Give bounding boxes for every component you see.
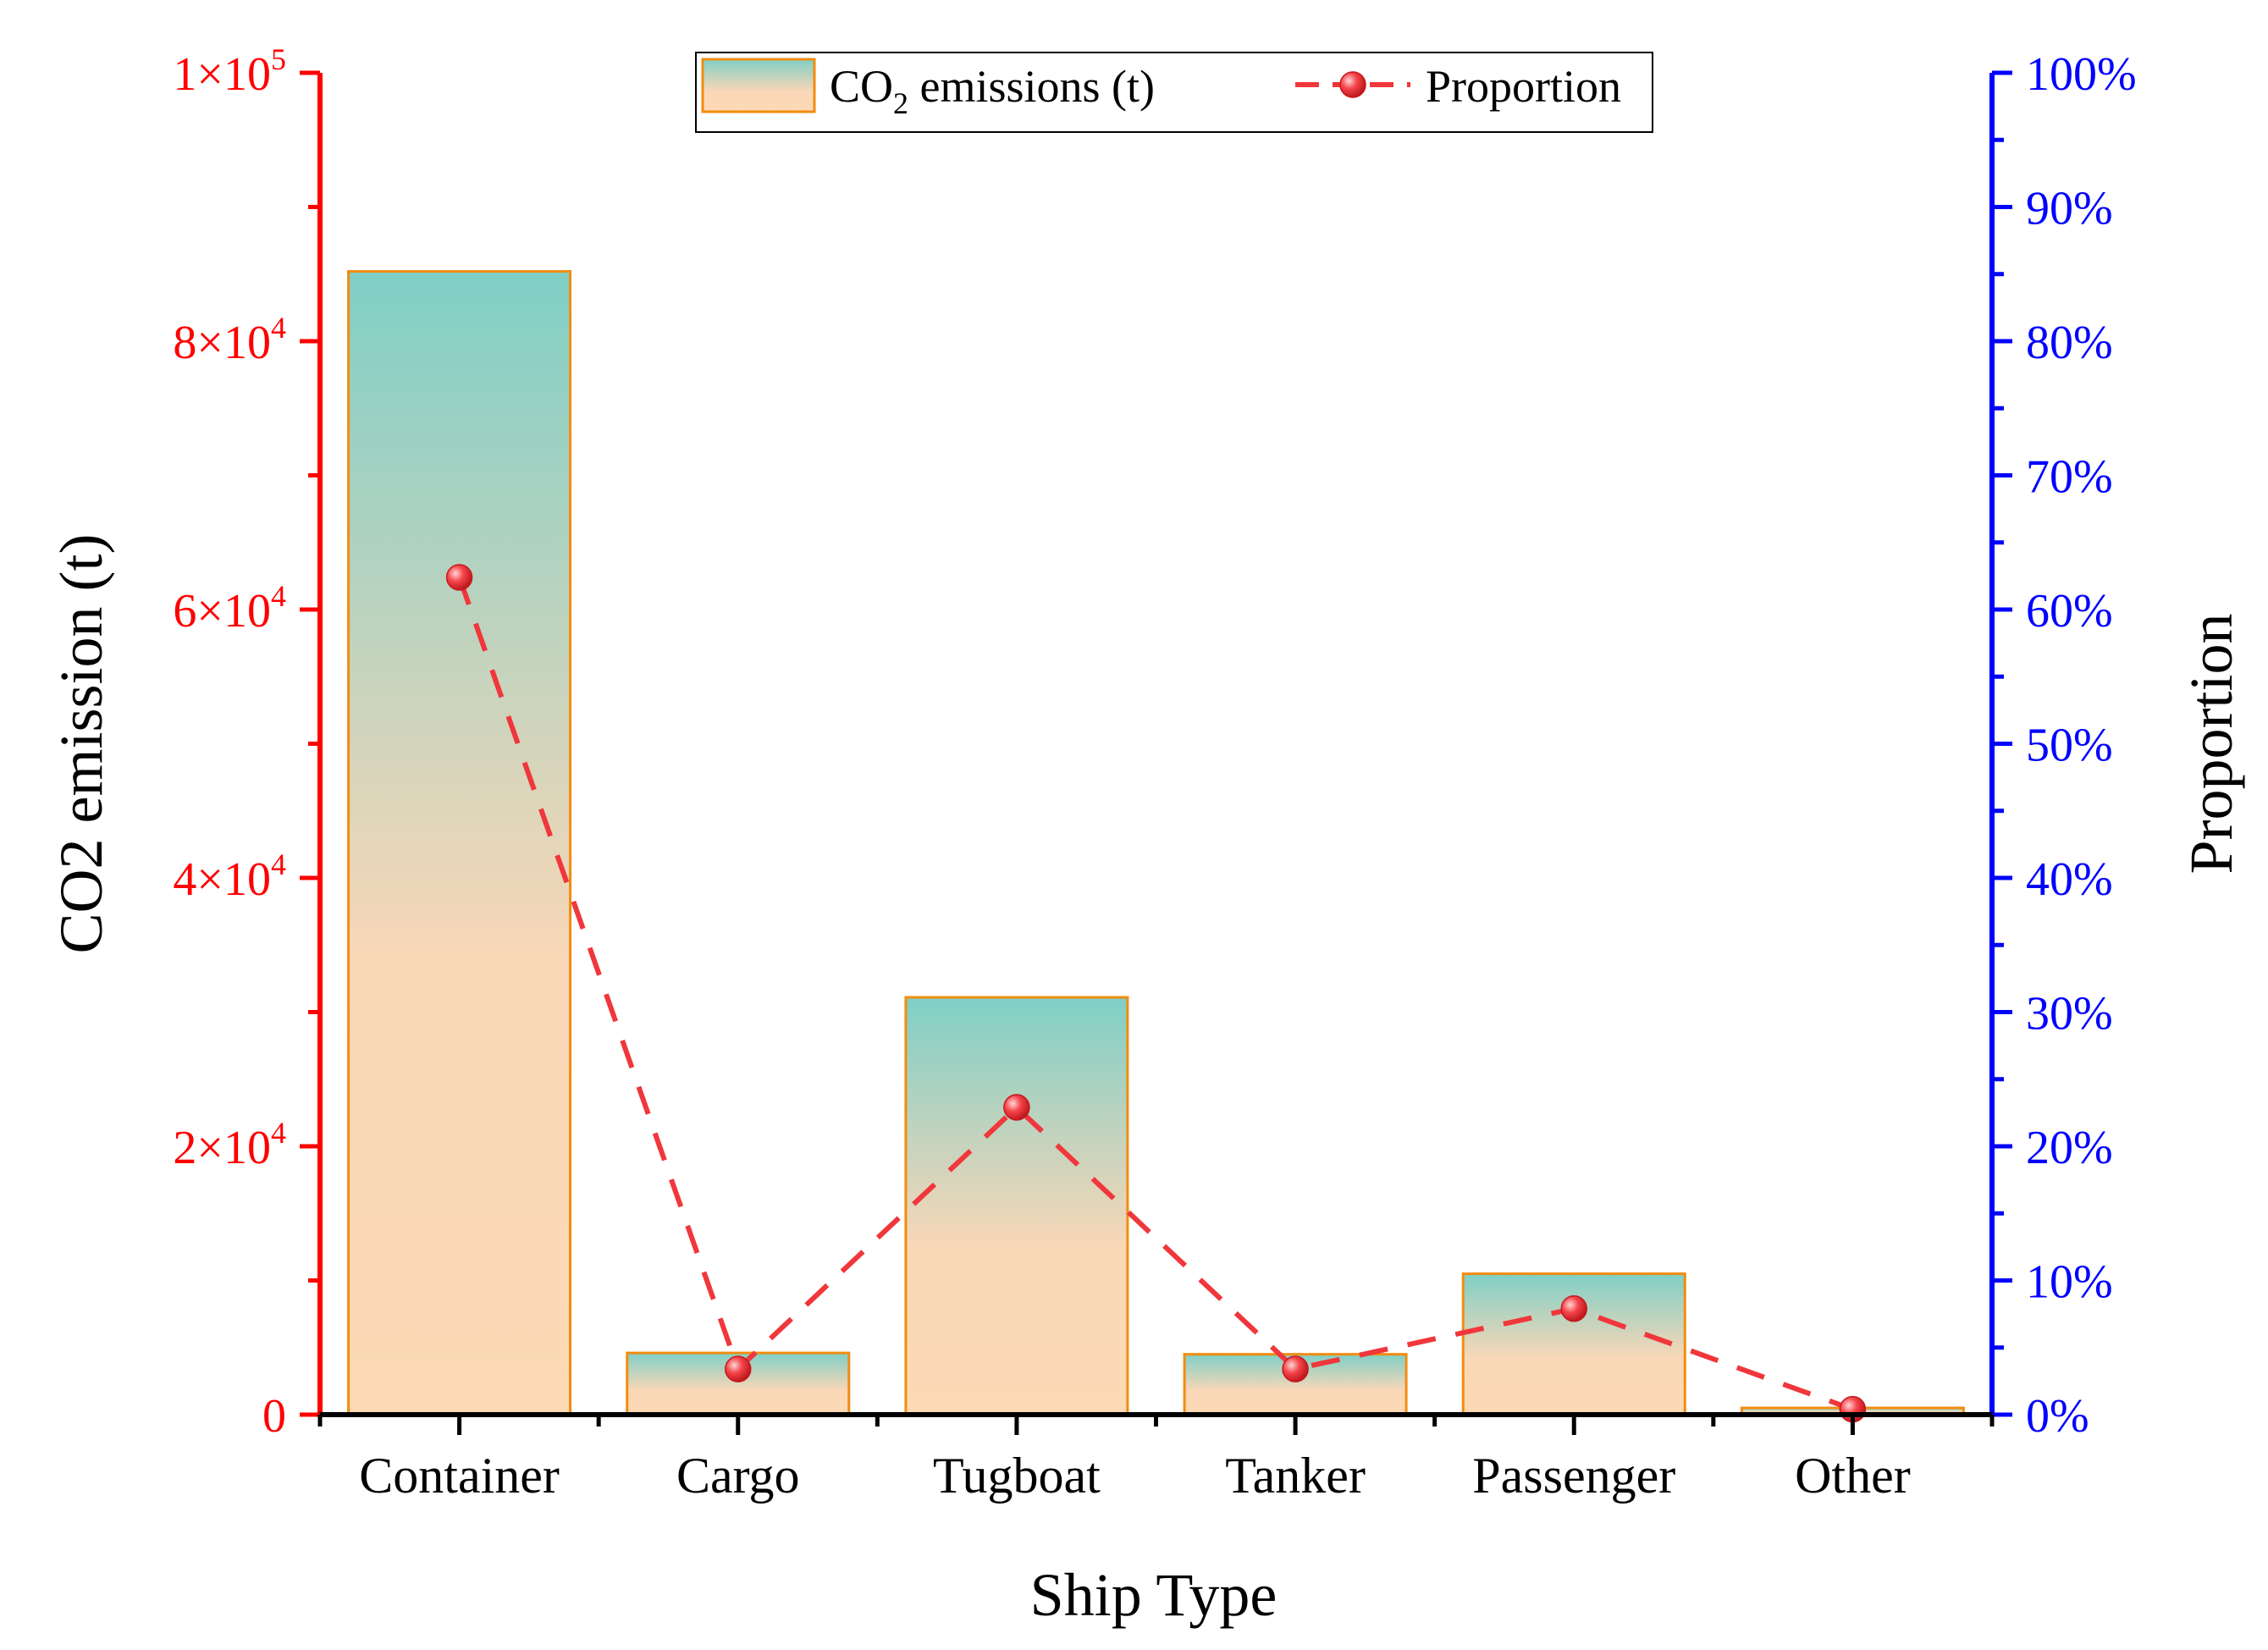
right-tick-label: 10% — [2026, 1256, 2113, 1309]
proportion-point-tanker — [1282, 1355, 1309, 1382]
bar-container — [347, 270, 572, 1416]
x-category-label: Passenger — [1472, 1448, 1675, 1504]
right-tick-label: 20% — [2026, 1122, 2113, 1174]
right-y-axis-title: Proportion — [2177, 613, 2245, 874]
right-tick-label: 80% — [2026, 317, 2113, 369]
right-tick-label: 100% — [2026, 48, 2137, 101]
left-tick-label: 2×104 — [173, 1116, 286, 1174]
legend-bar-label: CO2 emissions (t) — [830, 61, 1155, 120]
bar-tugboat — [904, 996, 1129, 1416]
bar-passenger — [1461, 1272, 1686, 1416]
labels-layer: 0 2×104 4×104 6×104 8×104 1×105 0% 10% 20% 30% 40%… — [47, 42, 2245, 1629]
right-tick-label: 60% — [2026, 585, 2113, 637]
left-y-axis-title: CO2 emission (t) — [47, 534, 115, 954]
x-category-label: Tanker — [1225, 1448, 1366, 1504]
legend: CO2 emissions (t) Proportion — [695, 52, 1653, 133]
proportion-point-container — [445, 564, 473, 591]
x-axis-title: Ship Type — [1030, 1561, 1277, 1629]
left-tick-label: 8×104 — [173, 311, 286, 369]
axes-layer — [300, 70, 2012, 1435]
proportion-line-layer — [445, 564, 1867, 1423]
right-tick-label: 70% — [2026, 451, 2113, 504]
bars-layer — [347, 270, 1965, 1416]
left-tick-label: 6×104 — [173, 579, 286, 637]
legend-line-marker — [1339, 71, 1366, 98]
x-category-label: Tugboat — [933, 1448, 1101, 1504]
right-tick-label: 30% — [2026, 988, 2113, 1040]
legend-box — [695, 52, 1653, 133]
right-tick-label: 90% — [2026, 183, 2113, 235]
right-tick-label: 0% — [2026, 1390, 2089, 1443]
left-tick-label: 1×105 — [173, 42, 286, 101]
proportion-point-cargo — [725, 1355, 752, 1382]
legend-bar-swatch — [701, 58, 816, 113]
left-tick-label: 0 — [262, 1390, 286, 1443]
x-category-label: Cargo — [676, 1448, 800, 1504]
x-category-label: Container — [359, 1448, 560, 1504]
right-tick-label: 50% — [2026, 720, 2113, 772]
left-tick-label: 4×104 — [173, 847, 286, 906]
legend-line-label: Proportion — [1426, 61, 1621, 112]
right-tick-label: 40% — [2026, 853, 2113, 906]
proportion-line — [456, 576, 1854, 1412]
proportion-point-passenger — [1560, 1295, 1587, 1322]
proportion-point-tugboat — [1003, 1094, 1030, 1121]
x-category-label: Other — [1795, 1448, 1911, 1504]
